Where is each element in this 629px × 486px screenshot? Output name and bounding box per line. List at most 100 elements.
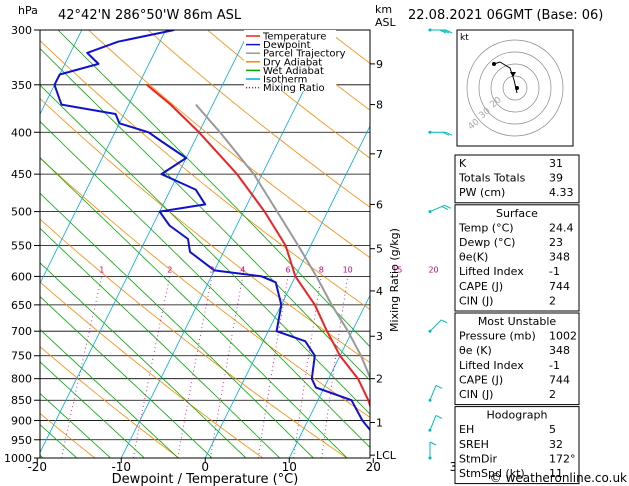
dry-adiabat-line xyxy=(206,30,370,159)
wet-adiabat-line xyxy=(40,120,370,449)
wind-barb-flag xyxy=(435,415,443,419)
height-km-label: 8 xyxy=(376,99,383,112)
plot-frame xyxy=(39,29,371,459)
hodograph-ring-10 xyxy=(502,75,528,101)
hodograph-indices-value: 32 xyxy=(549,438,563,451)
most-unstable-indices-value: 2 xyxy=(549,388,556,401)
wind-barb-base xyxy=(428,210,432,214)
dry-adiabat-line xyxy=(40,218,348,458)
hodograph-indices-value: 172° xyxy=(549,452,576,465)
most-unstable-indices-value: 1002 xyxy=(549,330,577,343)
pressure-tick-label: 350 xyxy=(11,79,32,92)
pressure-tick-label: 900 xyxy=(11,415,32,428)
storm-motion-marker xyxy=(510,72,516,77)
surface-indices-title: Surface xyxy=(496,207,538,220)
temperature-tick-label: -10 xyxy=(111,460,131,474)
pressure-tick-label: 600 xyxy=(11,270,32,283)
credit-text: © weatheronline.co.uk xyxy=(490,471,627,485)
wind-barb-flag xyxy=(442,131,450,136)
mixing-ratio-labels: 12346810152025 xyxy=(99,265,467,274)
isotherm-line xyxy=(40,30,167,285)
pressure-tick-label: 500 xyxy=(11,206,32,219)
most-unstable-indices-label: θe (K) xyxy=(459,344,492,357)
mixing-ratio-line xyxy=(210,276,244,458)
wind-barb-staff xyxy=(429,319,442,332)
surface-indices-label: Temp (°C) xyxy=(458,221,514,234)
hodograph-trace xyxy=(493,61,518,94)
hodograph-unit-label: kt xyxy=(460,33,469,43)
wind-barb-flag xyxy=(441,206,449,210)
dry-adiabat-line xyxy=(40,98,370,364)
isotherm-line xyxy=(617,0,629,475)
basic-indices-label: Totals Totals xyxy=(458,172,526,185)
legend-background xyxy=(244,30,336,91)
mixing-ratio-lines xyxy=(61,276,349,458)
wind-barb-base xyxy=(428,456,432,460)
mixing-ratio-axis-label: Mixing Ratio (g/kg) xyxy=(388,228,401,332)
surface-indices-value: 2 xyxy=(549,294,556,307)
wet-adiabat-line xyxy=(40,296,213,458)
parcel-trajectory xyxy=(195,103,370,381)
hodograph-point xyxy=(492,62,496,66)
hodograph-ring-20 xyxy=(490,63,540,113)
mixing-ratio-line xyxy=(132,276,171,458)
basic-indices-value: 31 xyxy=(549,157,563,170)
dewpoint-profile xyxy=(53,30,370,432)
dry-adiabat-line xyxy=(40,346,180,458)
most-unstable-indices-value: 348 xyxy=(549,344,570,357)
wet-adiabat-line xyxy=(40,361,145,458)
surface-indices-label: CIN (J) xyxy=(459,294,493,307)
mixing-ratio-label: 8 xyxy=(319,265,324,274)
dry-adiabat-line xyxy=(40,40,370,310)
surface-indices-label: Lifted Index xyxy=(459,265,524,278)
hodograph-indices-label: SREH xyxy=(459,438,489,451)
date-title: 22.08.2021 06GMT (Base: 06) xyxy=(408,8,603,23)
hodograph-ring-30 xyxy=(478,51,552,125)
surface-indices-value: 744 xyxy=(549,280,570,293)
sounding-series xyxy=(53,30,370,432)
surface-indices-value: 348 xyxy=(549,251,570,264)
mixing-ratio-line xyxy=(321,276,349,458)
surface-indices-label: CAPE (J) xyxy=(459,280,503,293)
wet-adiabats xyxy=(40,30,370,458)
most-unstable-indices-box xyxy=(454,312,580,406)
pressure-axis: 300 350 400 450 500 550 600 650 700 750 800 850 900 9… xyxy=(4,24,40,465)
wind-barb-flag xyxy=(442,29,450,34)
dry-adiabat-line xyxy=(40,412,96,458)
most-unstable-indices-label: Lifted Index xyxy=(459,359,524,372)
wet-adiabat-line xyxy=(40,47,370,381)
hodograph-ring-40 xyxy=(466,39,564,137)
height-km-label: 7 xyxy=(376,148,383,161)
most-unstable-indices-value: -1 xyxy=(549,359,560,372)
basic-indices-value: 39 xyxy=(549,172,563,185)
mixing-ratio-label: 6 xyxy=(285,265,290,274)
legend-label: Parcel Trajectory xyxy=(263,49,346,60)
dry-adiabat-line xyxy=(87,30,370,259)
dry-adiabat-line xyxy=(586,0,629,475)
height-km-label: 4 xyxy=(376,285,383,298)
pressure-tick-label: 400 xyxy=(11,126,32,139)
wind-barb-flag xyxy=(441,319,448,324)
wind-barb-base xyxy=(428,329,432,333)
skewt-plot-area xyxy=(40,0,629,475)
wind-barb-staff xyxy=(429,385,437,401)
height-km-label: 6 xyxy=(376,198,383,211)
mixing-ratio-line xyxy=(293,276,322,458)
pressure-tick-label: 800 xyxy=(11,373,32,386)
mixing-ratio-line xyxy=(61,276,103,458)
height-km-label: 1 xyxy=(376,417,383,430)
wind-barb-base xyxy=(428,398,432,402)
wet-adiabat-line xyxy=(40,157,348,458)
isotherm-line xyxy=(40,30,83,115)
lcl-label: LCL xyxy=(376,449,397,462)
mixing-ratio-line xyxy=(177,276,213,458)
height-km-label: 3 xyxy=(376,330,383,343)
legend-label: Dewpoint xyxy=(263,40,311,51)
mixing-ratio-label: 1 xyxy=(99,265,104,274)
most-unstable-indices-label: CAPE (J) xyxy=(459,373,503,386)
surface-indices-box xyxy=(454,204,580,312)
height-km-label: 2 xyxy=(376,373,383,386)
legend-label: Mixing Ratio xyxy=(263,83,325,94)
most-unstable-indices-title: Most Unstable xyxy=(478,315,557,328)
